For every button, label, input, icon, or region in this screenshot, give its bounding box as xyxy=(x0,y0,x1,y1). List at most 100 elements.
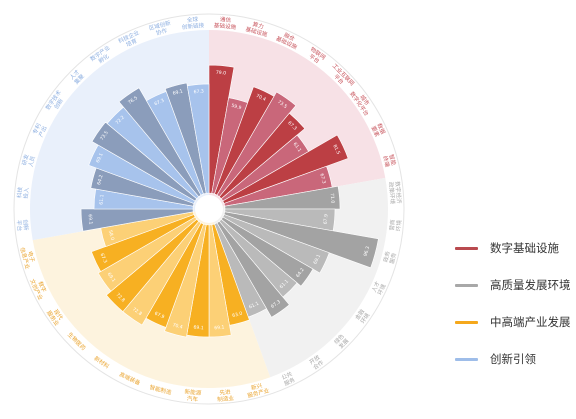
value-labels: 79.0 59.9 70.4 73.5 67.3 61.1 81.5 67.3 71.0 67.9… xyxy=(87,70,372,332)
bar-3-9[interactable] xyxy=(186,83,210,194)
value-label: 67.3 xyxy=(153,98,165,108)
category-label: 科技投入 xyxy=(15,186,30,199)
legend-item-development-environment[interactable]: 高质量发展环境 xyxy=(455,273,576,297)
category-label: 通信基础设施 xyxy=(214,15,238,31)
category-label-line: 科技 xyxy=(15,186,24,198)
value-label: 61.1 xyxy=(98,194,105,205)
category-label-line: 创新 xyxy=(21,219,30,231)
category-label-line: 服务 xyxy=(388,251,399,264)
bar-2-3[interactable] xyxy=(164,223,207,338)
value-label: 69.1 xyxy=(95,152,105,164)
value-label: 72.2 xyxy=(115,114,127,126)
bar-1-3[interactable] xyxy=(222,214,330,274)
value-label: 69.1 xyxy=(106,272,117,284)
category-label-line: 创新链接 xyxy=(181,21,204,31)
value-label: 61.1 xyxy=(279,279,291,291)
value-label: 61.1 xyxy=(292,141,303,153)
category-label-line: 汽车 xyxy=(186,394,198,403)
category-label-line: 电子 xyxy=(26,250,37,263)
category-label: 先进制造业 xyxy=(216,387,234,403)
value-label: 73.5 xyxy=(276,99,288,110)
value-label: 67.3 xyxy=(99,252,109,264)
bar-3-6[interactable] xyxy=(118,87,202,198)
category-label: 营商环境 xyxy=(388,219,403,232)
category-label: 研发人员 xyxy=(20,153,37,168)
value-label: 67.3 xyxy=(318,173,326,185)
category-label-line: 政策环境 xyxy=(387,181,397,204)
bar-2-7[interactable] xyxy=(97,216,198,292)
value-label: 81.5 xyxy=(331,144,341,156)
category-label-line: 投入 xyxy=(22,187,31,199)
value-label: 72.8 xyxy=(115,292,127,304)
value-label: 96.3 xyxy=(363,246,371,258)
bar-3-0[interactable] xyxy=(80,208,194,232)
bar-0-6[interactable] xyxy=(222,134,349,204)
value-label: 69.1 xyxy=(214,325,225,332)
center-hole xyxy=(195,195,223,223)
value-label: 69.1 xyxy=(87,214,94,225)
legend-label: 数字基础设施 xyxy=(490,241,559,255)
legend-label: 高质量发展环境 xyxy=(490,278,571,292)
category-label-line: 协作 xyxy=(155,26,168,37)
value-label: 69.1 xyxy=(172,88,184,96)
value-label: 61.1 xyxy=(248,301,260,311)
bar-1-2[interactable] xyxy=(223,211,379,269)
category-label-line: 新能源 xyxy=(184,387,202,396)
category-label-line: 算力 xyxy=(252,20,265,31)
category-label-line: 先进 xyxy=(219,388,231,397)
value-label: 64.2 xyxy=(96,174,104,186)
bars xyxy=(80,64,379,338)
category-label-line: 全球 xyxy=(186,15,198,24)
legend-item-innovation[interactable]: 创新引领 xyxy=(455,347,576,371)
category-label: 数字经济政策环境 xyxy=(387,181,403,205)
value-label: 67.3 xyxy=(193,88,204,95)
legend-swatch xyxy=(455,283,478,287)
value-label: 72.8 xyxy=(131,306,143,317)
category-label-line: 人员 xyxy=(27,155,37,168)
value-label: 67.9 xyxy=(323,214,330,225)
bar-2-6[interactable] xyxy=(105,218,200,313)
value-label: 69.1 xyxy=(312,254,322,266)
category-label-line: 环境 xyxy=(394,219,403,231)
legend-swatch xyxy=(455,246,478,250)
category-label-line: 终端 xyxy=(381,155,392,168)
bar-3-4[interactable] xyxy=(91,121,198,202)
legend-swatch xyxy=(455,320,478,324)
category-label-line: 智能 xyxy=(387,153,398,166)
legend-swatch xyxy=(455,357,478,361)
bar-1-6[interactable] xyxy=(216,220,290,318)
bar-0-0[interactable] xyxy=(208,64,235,194)
value-label: 58.0 xyxy=(107,230,115,242)
bar-1-0[interactable] xyxy=(224,185,341,210)
bar-3-8[interactable] xyxy=(164,82,207,195)
legend-label: 中高端产业发展 xyxy=(490,315,571,329)
category-label: 新能源汽车 xyxy=(184,387,202,403)
value-label: 67.9 xyxy=(153,311,165,321)
category-label-line: 研发 xyxy=(20,153,31,166)
value-label: 76.5 xyxy=(127,95,139,106)
value-label: 71.0 xyxy=(329,193,336,204)
value-label: 67.3 xyxy=(286,120,298,132)
category-label: 政务服务 xyxy=(381,250,398,265)
value-label: 70.4 xyxy=(255,93,267,103)
bar-1-4[interactable] xyxy=(220,216,314,287)
legend-item-digital-infrastructure[interactable]: 数字基础设施 xyxy=(455,236,576,260)
legend-label: 创新引领 xyxy=(490,352,536,366)
bar-0-3[interactable] xyxy=(216,91,297,198)
value-label: 69.1 xyxy=(193,325,204,332)
category-label-line: 数字经济 xyxy=(393,181,403,204)
value-label: 63.0 xyxy=(232,311,244,319)
category-label-line: 通信 xyxy=(220,15,232,24)
category-label-line: 平台 xyxy=(15,220,24,232)
category-label-line: 制造业 xyxy=(217,394,235,403)
polar-bar-chart: 79.0 59.9 70.4 73.5 67.3 61.1 81.5 67.3 71.0 67.9… xyxy=(13,13,405,405)
value-label: 73.5 xyxy=(99,130,110,142)
category-label-line: 新兴 xyxy=(250,381,263,392)
category-label: 全球创新链接 xyxy=(181,15,205,31)
category-label: 智能终端 xyxy=(381,153,398,168)
bar-0-4[interactable] xyxy=(218,112,306,200)
legend-item-industry-development[interactable]: 中高端产业发展 xyxy=(455,310,576,334)
legend: 数字基础设施 高质量发展环境 中高端产业发展 创新引领 xyxy=(455,236,576,376)
bar-2-8[interactable] xyxy=(91,214,196,272)
value-label: 79.0 xyxy=(216,70,227,77)
